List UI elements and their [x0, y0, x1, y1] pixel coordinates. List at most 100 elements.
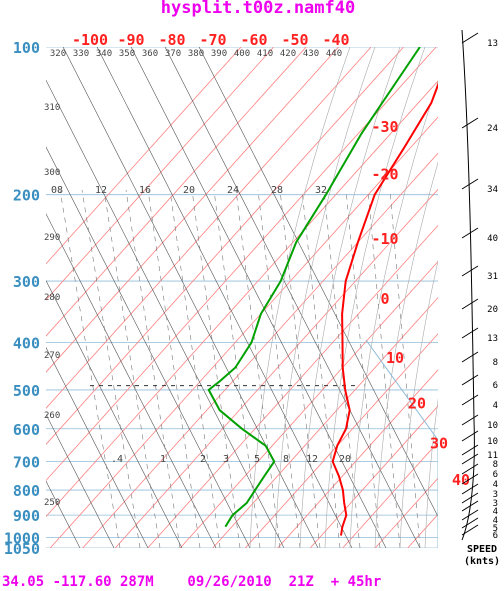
theta-label: 330: [73, 49, 89, 59]
isotherm-line: [46, 47, 437, 482]
mixing-ratio-label: 20: [339, 454, 351, 465]
wind-speed-label: 20: [487, 305, 498, 315]
dry-adiabat-line: [130, 47, 387, 548]
pressure-tick-label: 1050: [4, 540, 40, 558]
wind-speed-label: 24: [487, 124, 498, 134]
temp-top-label: -40: [322, 31, 349, 49]
grid-layer: [0, 37, 438, 548]
wind-barb: [461, 32, 479, 44]
mixing-ratio-label: 8: [283, 454, 289, 465]
mixing-ratio-label: 24: [227, 185, 239, 196]
wind-speed-label: 6: [493, 381, 498, 391]
mixing-ratio-label: 12: [95, 185, 107, 196]
wind-barb: [461, 492, 479, 504]
wind-speed-label: 13: [487, 334, 498, 344]
wind-speed-label: 11: [487, 451, 498, 461]
theta-label: 350: [119, 49, 135, 59]
pressure-tick-label: 400: [13, 334, 40, 352]
wind-barb: [461, 298, 479, 310]
theta-label: 390: [211, 49, 227, 59]
wind-barb: [461, 453, 479, 465]
wind-speed-label: 10: [487, 437, 498, 447]
temp-right-label: 30: [430, 435, 448, 453]
theta-label: 420: [280, 49, 296, 59]
mixing-ratio-label: 32: [315, 185, 327, 196]
mixing-ratio-label: 12: [306, 454, 318, 465]
wind-barb: [461, 351, 479, 363]
wind-speed-label: 6: [493, 531, 498, 541]
wind-barb: [461, 394, 479, 406]
pressure-tick-label: 300: [13, 273, 40, 291]
speed-label: SPEED: [467, 544, 497, 555]
temp-right-label: 40: [452, 471, 470, 489]
temp-right-label: 20: [408, 394, 426, 412]
temp-top-label: -90: [117, 31, 144, 49]
pressure-tick-label: 600: [13, 421, 40, 439]
wind-barb: [461, 414, 479, 426]
isotherm-line: [82, 152, 438, 548]
pressure-tick-label: 200: [13, 187, 40, 205]
mixing-ratio-line: [147, 189, 201, 548]
isotherm-line: [309, 405, 438, 548]
isotherm-line: [46, 80, 438, 518]
dry-adiabat-line: [0, 37, 12, 548]
wind-barb: [461, 473, 479, 485]
theta-left-label: 280: [44, 293, 60, 303]
theta-label: 360: [142, 49, 158, 59]
isotherm-line: [46, 47, 339, 373]
isotherm-line: [46, 47, 242, 265]
theta-label: 430: [303, 49, 319, 59]
mixing-ratio-label: 1: [160, 454, 166, 465]
isotherm-line: [212, 297, 438, 548]
wind-speed-label: 6: [493, 470, 498, 480]
dry-adiabat-line: [46, 213, 217, 548]
wind-speed-label: 4: [493, 401, 498, 411]
wind-barb: [461, 483, 479, 495]
wind-speed-label: 3: [493, 499, 498, 509]
temp-right-label: -30: [371, 118, 398, 136]
temp-top-label: -80: [158, 31, 185, 49]
theta-label: 380: [188, 49, 204, 59]
pressure-tick-label: 800: [13, 482, 40, 500]
mixing-ratio-label: 28: [271, 185, 283, 196]
wind-barb: [461, 509, 479, 521]
pressure-tick-label: 700: [13, 454, 40, 472]
wind-barb: [461, 227, 479, 239]
mixing-ratio-label: 5: [254, 454, 260, 465]
dry-adiabat-line: [46, 79, 285, 548]
wind-barb: [461, 117, 479, 129]
theta-left-label: 270: [44, 351, 60, 361]
wind-speed-label: 13: [487, 39, 498, 49]
temp-top-label: -100: [72, 31, 108, 49]
isotherm-line: [49, 116, 438, 548]
dry-adiabat-line: [46, 413, 115, 548]
wind-speed-label: 4: [493, 507, 498, 517]
wind-barb: [461, 327, 479, 339]
temp-right-label: 0: [380, 290, 389, 308]
pressure-tick-label: 500: [13, 382, 40, 400]
isotherm-line: [342, 441, 438, 548]
moist-adiabat-line: [349, 80, 438, 548]
wind-staff-line: [461, 29, 475, 541]
dry-adiabat-line: [46, 146, 251, 548]
wind-speed-label: 31: [487, 272, 498, 282]
dry-adiabat-line: [164, 47, 421, 548]
moist-adiabat-line: [274, 47, 376, 548]
theta-label: 370: [165, 49, 181, 59]
mixing-ratio-line: [279, 189, 321, 548]
dry-adiabat-line: [46, 346, 149, 548]
temp-top-label: -50: [281, 31, 308, 49]
isotherm-line: [244, 333, 438, 548]
mixing-ratio-label: 08: [51, 185, 63, 196]
isotherm-line: [46, 47, 372, 409]
theta-label: 320: [50, 49, 66, 59]
theta-left-label: 290: [44, 233, 60, 243]
theta-left-label: 300: [44, 168, 60, 178]
mixing-ratio-label: 16: [139, 185, 151, 196]
temp-top-label: -60: [240, 31, 267, 49]
mixing-ratio-line: [103, 189, 161, 548]
moist-adiabat-line: [299, 47, 401, 548]
mixing-ratio-line: [257, 189, 301, 548]
temp-top-label: -70: [199, 31, 226, 49]
